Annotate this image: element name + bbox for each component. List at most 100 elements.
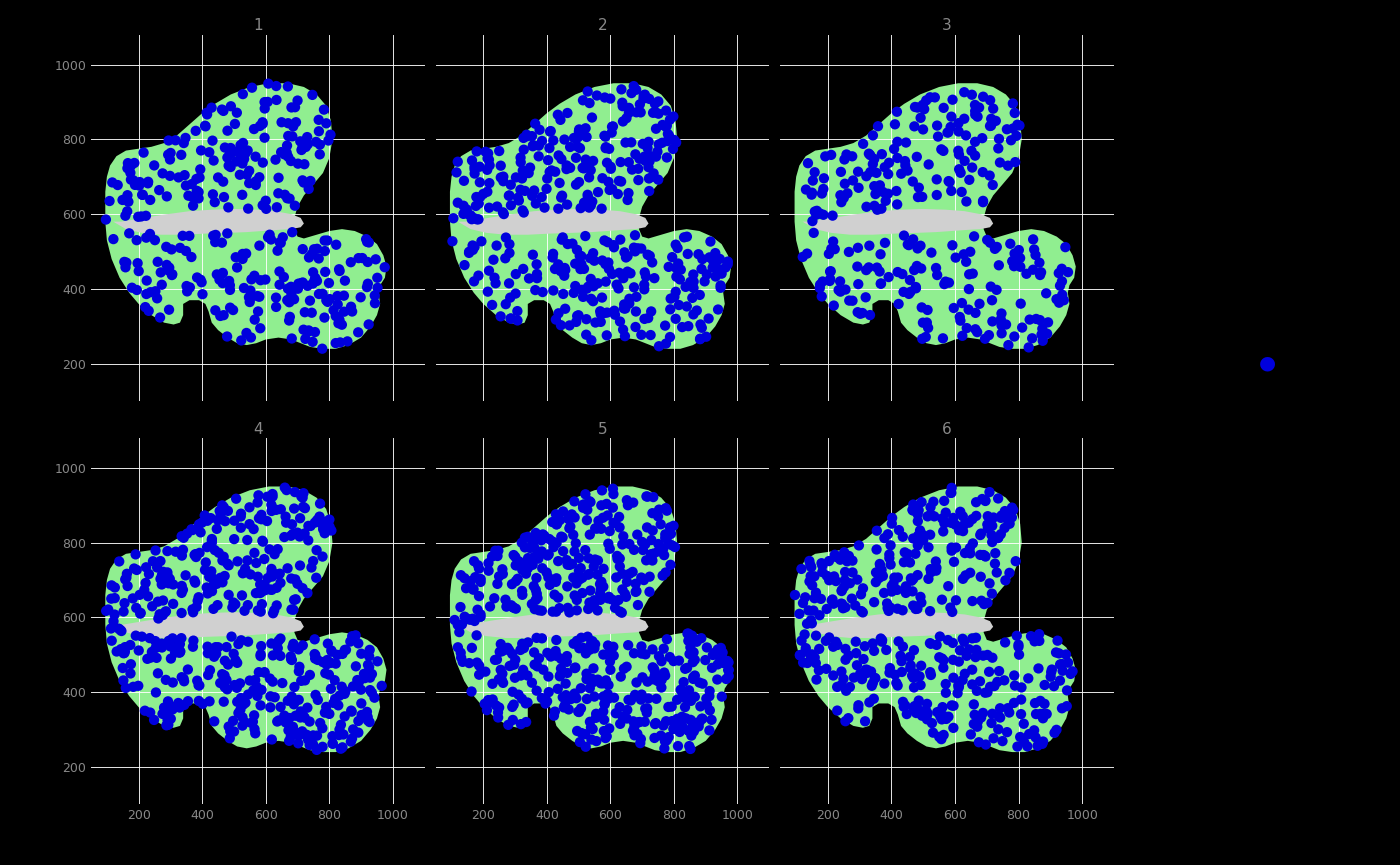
Point [290,674,312,688]
Point [225,144,248,158]
Point [244,546,266,560]
Point [987,259,1009,272]
Point [830,597,853,611]
Point [512,206,535,220]
Point [200,532,223,546]
Point [683,653,706,667]
Point [949,310,972,324]
Point [482,298,504,312]
Point [801,215,823,228]
Point [956,321,979,335]
Point [127,179,150,193]
Point [809,281,832,295]
Point [605,278,627,292]
Point [862,129,885,143]
Point [1011,321,1033,335]
Point [227,554,249,568]
Point [1046,634,1068,648]
Point [265,153,287,167]
Point [563,495,585,509]
Point [463,167,486,181]
Point [279,711,301,725]
Point [498,237,521,251]
Point [651,673,673,687]
Point [510,717,532,731]
Point [865,575,888,589]
Point [515,715,538,729]
Point [864,671,886,685]
Point [641,170,664,183]
Point [246,289,269,303]
Point [571,586,594,600]
Point [300,174,322,188]
Point [707,657,729,671]
Point [473,697,496,711]
Point [280,572,302,586]
Point [928,730,951,744]
Point [886,679,909,693]
Point [958,282,980,296]
Point [232,698,255,712]
Point [484,276,507,290]
Point [608,510,630,524]
Point [612,272,634,285]
Point [218,279,241,292]
Point [617,106,640,120]
Point [598,175,620,189]
Point [123,156,146,170]
Point [598,262,620,276]
Point [224,598,246,612]
Point [458,245,480,259]
Point [449,650,472,664]
Point [833,191,855,205]
Point [1047,646,1070,660]
Point [302,266,325,279]
Point [260,233,283,247]
Point [823,242,846,256]
Point [1060,667,1082,681]
Point [253,552,276,566]
Point [263,690,286,704]
Point [568,573,591,586]
Point [942,670,965,684]
Point [910,300,932,314]
Point [885,676,907,689]
Point [622,496,644,509]
Point [561,528,584,541]
Point [144,285,167,298]
Point [699,684,721,698]
Point [151,641,174,655]
Point [616,193,638,207]
Point [567,564,589,578]
Point [112,605,134,618]
Point [869,559,892,573]
Point [445,165,468,179]
Point [517,669,539,682]
Point [291,138,314,151]
Point [942,555,965,569]
Point [164,545,186,559]
Point [150,266,172,279]
Point [577,192,599,206]
Point [463,160,486,174]
Point [225,106,248,119]
Point [185,124,207,138]
Point [157,544,179,558]
Point [616,660,638,674]
Point [594,234,616,247]
Point [536,646,559,660]
Point [190,144,213,157]
Point [1032,711,1054,725]
Point [946,686,969,700]
Point [980,279,1002,293]
Point [182,602,204,616]
Point [962,536,984,550]
Point [169,148,192,162]
Point [164,133,186,147]
Point [113,255,136,269]
Point [122,173,144,187]
Point [577,567,599,581]
Point [587,514,609,528]
Text: ●: ● [1259,354,1275,373]
Point [1056,683,1078,697]
